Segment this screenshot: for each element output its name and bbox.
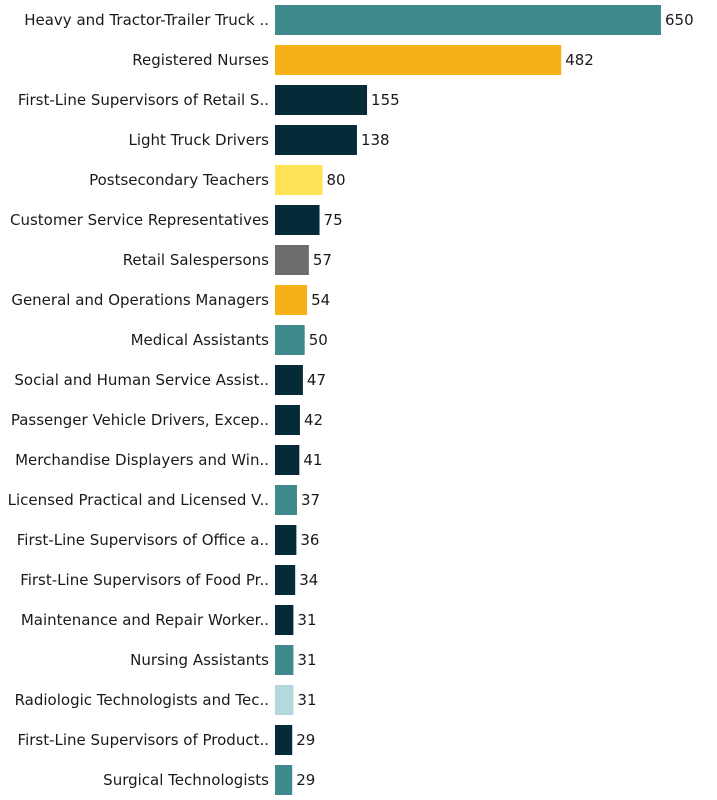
- category-label-12: Licensed Practical and Licensed V..: [8, 491, 269, 509]
- value-label-5: 75: [324, 211, 343, 229]
- bar-14: [275, 565, 296, 595]
- bar-8: [275, 325, 305, 355]
- value-label-10: 42: [304, 411, 323, 429]
- category-label-18: First-Line Supervisors of Product..: [18, 731, 269, 749]
- bar-18: [275, 725, 293, 755]
- value-label-17: 31: [297, 691, 316, 709]
- category-label-6: Retail Salespersons: [123, 251, 269, 269]
- category-label-8: Medical Assistants: [131, 331, 270, 349]
- category-label-2: First-Line Supervisors of Retail S..: [18, 91, 269, 109]
- bar-1: [275, 45, 562, 75]
- bar-10: [275, 405, 300, 435]
- value-label-7: 54: [311, 291, 330, 309]
- bar-16: [275, 645, 294, 675]
- category-label-4: Postsecondary Teachers: [89, 171, 269, 189]
- category-label-7: General and Operations Managers: [11, 291, 269, 309]
- category-label-9: Social and Human Service Assist..: [14, 371, 269, 389]
- category-label-0: Heavy and Tractor-Trailer Truck ..: [24, 11, 269, 29]
- value-label-9: 47: [307, 371, 326, 389]
- category-label-3: Light Truck Drivers: [128, 131, 269, 149]
- bar-11: [275, 445, 300, 475]
- category-label-10: Passenger Vehicle Drivers, Excep..: [11, 411, 269, 429]
- value-label-15: 31: [297, 611, 316, 629]
- value-label-14: 34: [299, 571, 318, 589]
- bar-series: [275, 5, 661, 795]
- category-label-13: First-Line Supervisors of Office a..: [17, 531, 269, 549]
- bar-19: [275, 765, 293, 795]
- value-label-1: 482: [565, 51, 594, 69]
- value-label-0: 650: [665, 11, 694, 29]
- category-labels: Heavy and Tractor-Trailer Truck .. Regist…: [8, 11, 270, 789]
- value-label-2: 155: [371, 91, 400, 109]
- value-labels: 650 482 155 138 80 75 57 54 50 47 42 41 37 36 34 31 31 31…: [296, 11, 693, 789]
- value-label-19: 29: [296, 771, 315, 789]
- bar-4: [275, 165, 323, 195]
- bar-15: [275, 605, 294, 635]
- value-label-3: 138: [361, 131, 390, 149]
- bar-6: [275, 245, 309, 275]
- value-label-8: 50: [309, 331, 328, 349]
- category-label-17: Radiologic Technologists and Tec..: [15, 691, 269, 709]
- bar-9: [275, 365, 303, 395]
- bar-3: [275, 125, 357, 155]
- value-label-16: 31: [297, 651, 316, 669]
- category-label-14: First-Line Supervisors of Food Pr..: [20, 571, 269, 589]
- value-label-4: 80: [327, 171, 346, 189]
- bar-13: [275, 525, 297, 555]
- bar-12: [275, 485, 297, 515]
- bar-2: [275, 85, 368, 115]
- bar-0: [275, 5, 661, 35]
- value-label-18: 29: [296, 731, 315, 749]
- category-label-19: Surgical Technologists: [103, 771, 269, 789]
- value-label-13: 36: [300, 531, 319, 549]
- category-label-11: Merchandise Displayers and Win..: [15, 451, 269, 469]
- category-label-5: Customer Service Representatives: [10, 211, 269, 229]
- category-label-16: Nursing Assistants: [130, 651, 269, 669]
- value-label-6: 57: [313, 251, 332, 269]
- value-label-12: 37: [301, 491, 320, 509]
- bar-17: [275, 685, 294, 715]
- bar-7: [275, 285, 308, 315]
- category-label-1: Registered Nurses: [132, 51, 269, 69]
- bar-5: [275, 205, 320, 235]
- value-label-11: 41: [303, 451, 322, 469]
- category-label-15: Maintenance and Repair Worker..: [21, 611, 269, 629]
